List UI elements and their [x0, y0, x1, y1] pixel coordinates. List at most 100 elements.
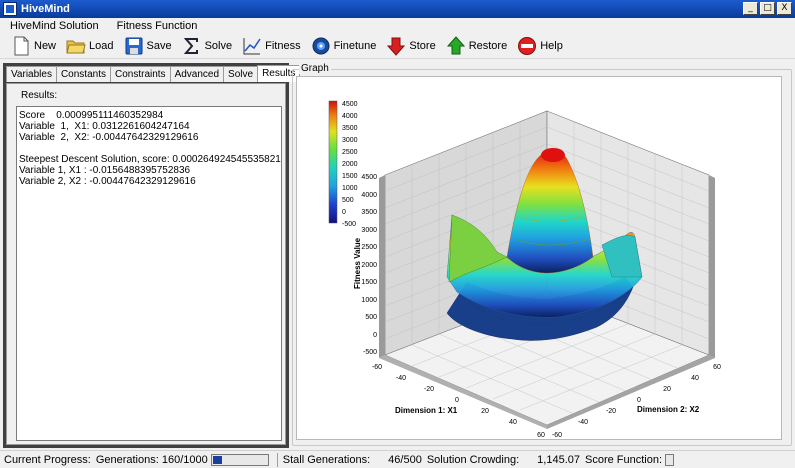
menu-fitness-function[interactable]: Fitness Function	[116, 19, 198, 32]
help-label: Help	[540, 39, 563, 52]
colorbar-tick: 2000	[342, 161, 358, 168]
result-line: Variable 2, X2 : -0.00447642329129616	[19, 176, 196, 187]
arrow-down-icon	[387, 37, 406, 56]
new-label: New	[34, 39, 57, 52]
result-blank-line	[19, 143, 279, 154]
title-bar: HiveMind _ □ X	[0, 0, 795, 18]
progress-fill	[212, 455, 222, 464]
finetune-button[interactable]: Finetune	[310, 35, 378, 57]
close-button[interactable]: X	[777, 2, 792, 15]
x1-axis-tick: 60	[537, 432, 545, 439]
menu-hivemind-solution[interactable]: HiveMind Solution	[10, 19, 99, 32]
toolbar: New Load Save Solve Fitness Finetune Sto…	[0, 33, 795, 59]
stall-generations-label: Stall Generations:	[282, 453, 371, 466]
z-axis-tick: 500	[365, 314, 377, 321]
solve-label: Solve	[204, 39, 233, 52]
solve-button[interactable]: Solve	[181, 35, 234, 57]
colorbar-tick: 3500	[342, 125, 358, 132]
graph-canvas[interactable]: 4500 4000 3500 3000 2500 2000 1500 1000 …	[296, 76, 782, 440]
x1-axis-label: Dimension 1: X1	[395, 406, 458, 415]
score-function-indicator	[665, 453, 675, 466]
arrow-up-icon	[446, 35, 465, 54]
maximize-button[interactable]: □	[760, 2, 775, 15]
load-label: Load	[89, 39, 114, 52]
solution-crowding-label: Solution Crowding:	[426, 453, 520, 466]
x2-axis-tick: -40	[578, 419, 588, 426]
generations-progress-bar	[210, 453, 269, 466]
progress-label: Current Progress:	[4, 453, 91, 466]
help-badge-icon	[518, 36, 537, 55]
x2-axis-tick: 40	[691, 375, 699, 382]
colorbar-tick: 1500	[342, 173, 358, 180]
generations-label: Generations: 160/1000	[95, 453, 208, 466]
status-separator	[276, 452, 278, 467]
z-axis-tick: 3000	[361, 227, 377, 234]
results-textbox[interactable]: Score 0.000995111460352984 Variable 1, X…	[16, 106, 282, 441]
tab-strip: Variables Constants Constraints Advanced…	[6, 65, 301, 83]
x2-axis-tick: 0	[637, 397, 641, 404]
x2-axis-tick: 60	[713, 364, 721, 371]
z-axis-tick: 2500	[361, 244, 377, 251]
fitness-button[interactable]: Fitness	[241, 35, 301, 57]
finetune-label: Finetune	[333, 39, 377, 52]
result-line: Variable 1, X1: 0.0312261604247164	[19, 121, 190, 132]
restore-button[interactable]: Restore	[445, 35, 509, 57]
colorbar-tick: 0	[342, 209, 346, 216]
z-axis-tick: 1000	[361, 297, 377, 304]
tab-advanced[interactable]: Advanced	[169, 66, 225, 82]
colorbar-tick: 3000	[342, 137, 358, 144]
window-controls: _ □ X	[743, 2, 792, 15]
colorbar-tick: 2500	[342, 149, 358, 156]
solution-crowding-value: 1,145.07	[537, 453, 580, 466]
minimize-button[interactable]: _	[743, 2, 758, 15]
sigma-icon	[183, 37, 198, 54]
floppy-disk-icon	[125, 37, 142, 54]
help-button[interactable]: Help	[516, 35, 564, 57]
fitness-label: Fitness	[265, 39, 301, 52]
z-axis-label: Fitness Value	[353, 237, 362, 289]
x1-axis-tick: 40	[509, 419, 517, 426]
colorbar-tick: 4000	[342, 113, 358, 120]
x1-axis-tick: 20	[481, 408, 489, 415]
result-line: Steepest Descent Solution, score: 0.0002…	[19, 154, 281, 165]
z-axis-tick: 1500	[361, 279, 377, 286]
x2-axis-tick: 20	[663, 386, 671, 393]
z-axis-tick: 4500	[361, 174, 377, 181]
new-button[interactable]: New	[10, 35, 57, 57]
surface-plot: 4500 4000 3500 3000 2500 2000 1500 1000 …	[328, 100, 721, 439]
menu-bar: HiveMind Solution Fitness Function	[0, 18, 795, 33]
x2-axis-label: Dimension 2: X2	[637, 405, 700, 414]
x1-axis-tick: -40	[396, 375, 406, 382]
restore-label: Restore	[468, 39, 508, 52]
status-bar: Current Progress: Generations: 160/1000 …	[0, 450, 795, 468]
colorbar-tick: 1000	[342, 185, 358, 192]
fitness-surface	[446, 148, 643, 341]
x2-axis-tick: -60	[552, 432, 562, 439]
tab-solve[interactable]: Solve	[223, 66, 259, 82]
tab-constraints[interactable]: Constraints	[109, 66, 171, 82]
result-line: Variable 1, X1 : -0.0156488395752836	[19, 165, 191, 176]
window-title: HiveMind	[21, 3, 70, 15]
save-label: Save	[146, 39, 172, 52]
save-button[interactable]: Save	[123, 35, 173, 57]
load-button[interactable]: Load	[65, 35, 114, 57]
z-axis-tick: 4000	[361, 192, 377, 199]
tab-variables[interactable]: Variables	[6, 66, 57, 82]
x2-axis-tick: -20	[606, 408, 616, 415]
store-button[interactable]: Store	[385, 35, 436, 57]
graph-groupbox	[292, 69, 792, 446]
colorbar-tick: 4500	[342, 101, 358, 108]
tab-constants[interactable]: Constants	[55, 66, 111, 82]
result-line: Variable 2, X2: -0.00447642329129616	[19, 132, 199, 143]
app-icon	[3, 2, 17, 16]
folder-open-icon	[66, 40, 86, 53]
x1-axis-tick: 0	[455, 397, 459, 404]
x1-axis-tick: -60	[372, 364, 382, 371]
z-axis-tick: 2000	[361, 262, 377, 269]
results-label: Results:	[21, 90, 58, 101]
line-chart-icon	[243, 37, 261, 54]
colorbar-tick: -500	[342, 221, 356, 228]
results-tab-panel: Results: Score 0.000995111460352984 Vari…	[6, 83, 286, 445]
x1-axis-tick: -20	[424, 386, 434, 393]
result-line: Score 0.000995111460352984	[19, 110, 164, 121]
